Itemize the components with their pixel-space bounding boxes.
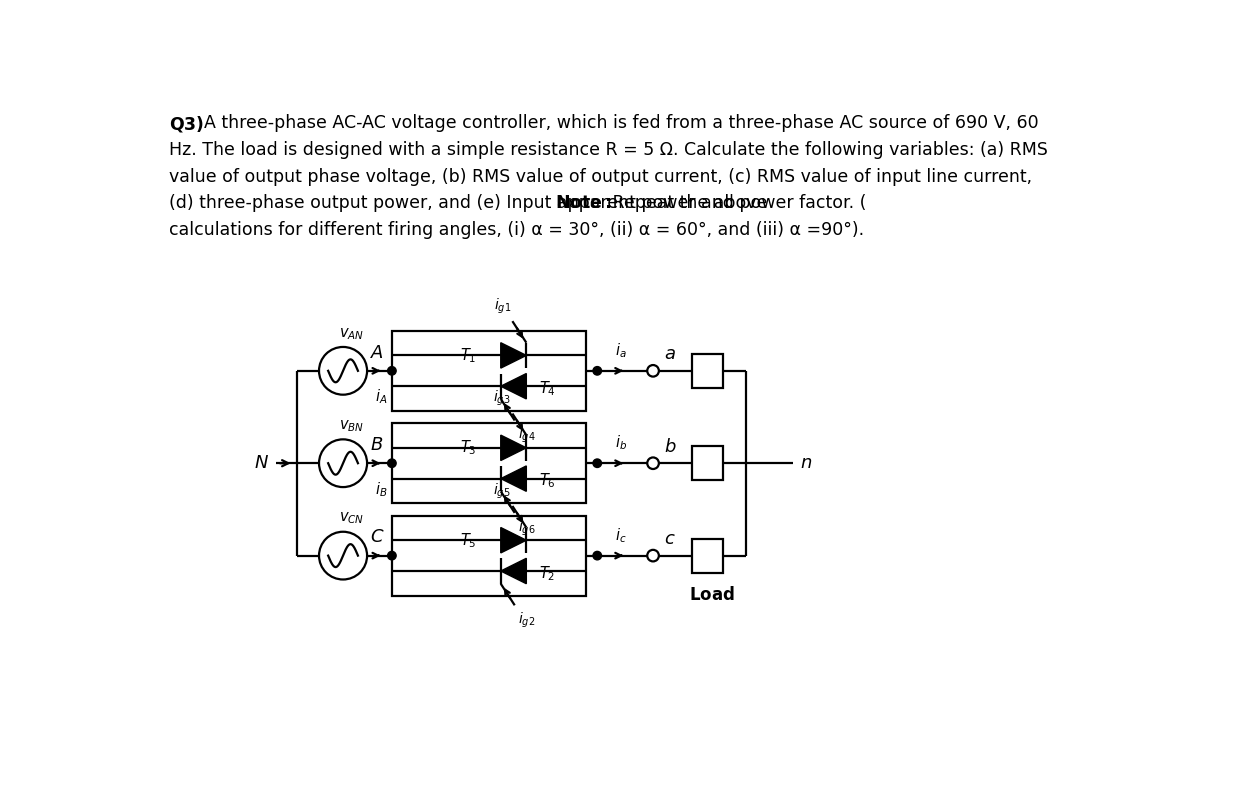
- Text: $\mathit{c}$: $\mathit{c}$: [664, 530, 675, 548]
- Bar: [392, 515, 586, 596]
- Text: $\mathit{a}$: $\mathit{a}$: [664, 345, 675, 363]
- Text: $\mathbf{Q3)}$: $\mathbf{Q3)}$: [169, 114, 205, 134]
- Text: $T_6$: $T_6$: [539, 472, 556, 490]
- Polygon shape: [501, 374, 526, 399]
- Bar: [392, 423, 586, 504]
- Text: $n$: $n$: [800, 454, 812, 472]
- Circle shape: [388, 551, 396, 560]
- Text: (d) three-phase output power, and (e) Input apparent power and power factor. (: (d) three-phase output power, and (e) In…: [169, 194, 867, 212]
- Text: $\mathit{b}$: $\mathit{b}$: [664, 438, 677, 455]
- Text: $i_{A}$: $i_{A}$: [374, 388, 387, 407]
- Text: $N$: $N$: [255, 454, 270, 472]
- Text: $i_{g6}$: $i_{g6}$: [518, 519, 535, 538]
- Polygon shape: [501, 343, 526, 368]
- Polygon shape: [501, 466, 526, 492]
- Circle shape: [593, 459, 602, 467]
- Text: $i_{g5}$: $i_{g5}$: [494, 481, 511, 500]
- Text: $i_{g2}$: $i_{g2}$: [518, 611, 535, 630]
- Text: $T_5$: $T_5$: [460, 531, 476, 550]
- Circle shape: [593, 551, 602, 560]
- Text: value of output phase voltage, (b) RMS value of output current, (c) RMS value of: value of output phase voltage, (b) RMS v…: [169, 167, 1033, 186]
- Text: $v_{AN}$: $v_{AN}$: [340, 326, 364, 342]
- Polygon shape: [501, 435, 526, 461]
- Text: $i_{g3}$: $i_{g3}$: [494, 389, 511, 408]
- Text: Hz. The load is designed with a simple resistance R = 5 Ω. Calculate the followi: Hz. The load is designed with a simple r…: [169, 141, 1049, 159]
- Text: $i_{a}$: $i_{a}$: [616, 341, 627, 360]
- Polygon shape: [501, 558, 526, 584]
- Text: $T_4$: $T_4$: [539, 379, 556, 398]
- Bar: [692, 354, 723, 388]
- Polygon shape: [501, 527, 526, 553]
- Bar: [392, 331, 586, 411]
- Text: $i_{c}$: $i_{c}$: [616, 526, 627, 545]
- Text: $\mathbf{Note:}$: $\mathbf{Note:}$: [555, 194, 612, 212]
- Text: $\mathit{A}$: $\mathit{A}$: [371, 343, 384, 362]
- Circle shape: [593, 366, 602, 375]
- Text: $i_{g1}$: $i_{g1}$: [494, 297, 511, 316]
- Text: $T_3$: $T_3$: [460, 439, 476, 458]
- Text: A three-phase AC-AC voltage controller, which is fed from a three-phase AC sourc: A three-phase AC-AC voltage controller, …: [204, 114, 1039, 132]
- Circle shape: [388, 366, 396, 375]
- Text: $\mathit{B}$: $\mathit{B}$: [371, 436, 383, 454]
- Text: $v_{BN}$: $v_{BN}$: [340, 418, 364, 434]
- Text: calculations for different firing angles, (i) α = 30°, (ii) α = 60°, and (iii) α: calculations for different firing angles…: [169, 220, 865, 239]
- Text: $T_2$: $T_2$: [539, 564, 555, 583]
- Text: $i_{B}$: $i_{B}$: [374, 480, 387, 499]
- Text: $i_{b}$: $i_{b}$: [616, 434, 627, 453]
- Text: Repeat the above: Repeat the above: [607, 194, 766, 212]
- Circle shape: [388, 459, 396, 467]
- Bar: [692, 446, 723, 480]
- Text: $v_{CN}$: $v_{CN}$: [340, 511, 364, 527]
- Bar: [692, 538, 723, 573]
- Text: $\mathit{C}$: $\mathit{C}$: [371, 528, 384, 546]
- Text: $\mathbf{Load}$: $\mathbf{Load}$: [689, 586, 735, 604]
- Text: $T_1$: $T_1$: [460, 346, 476, 365]
- Text: $i_{g4}$: $i_{g4}$: [518, 426, 535, 445]
